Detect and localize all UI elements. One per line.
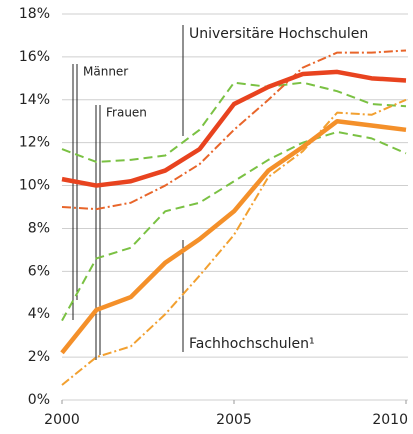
- y-tick-label: 12%: [19, 135, 50, 151]
- annotation: Frauen: [106, 106, 147, 120]
- y-tick-label: 2%: [28, 349, 50, 365]
- series-line: [60, 118, 407, 355]
- y-tick-label: 18%: [19, 6, 50, 22]
- y-tick-label: 0%: [28, 392, 50, 408]
- y-tick-label: 8%: [28, 220, 50, 236]
- annotation: Fachhochschulen¹: [189, 336, 315, 352]
- series-line: [61, 49, 407, 211]
- series-line: [61, 130, 407, 322]
- x-tick-label: 2005: [216, 412, 252, 428]
- y-tick-label: 10%: [19, 178, 50, 194]
- y-tick-label: 16%: [19, 49, 50, 65]
- series-line: [61, 98, 407, 386]
- x-tick-label: 2010: [372, 412, 408, 428]
- x-tick-label: 2000: [44, 412, 80, 428]
- annotation: Universitäre Hochschulen: [189, 26, 368, 42]
- y-tick-label: 14%: [19, 92, 50, 108]
- y-tick-label: 4%: [28, 306, 50, 322]
- y-tick-label: 6%: [28, 263, 50, 279]
- series-line: [61, 69, 407, 188]
- series-line: [61, 81, 407, 163]
- annotation: Männer: [83, 65, 128, 79]
